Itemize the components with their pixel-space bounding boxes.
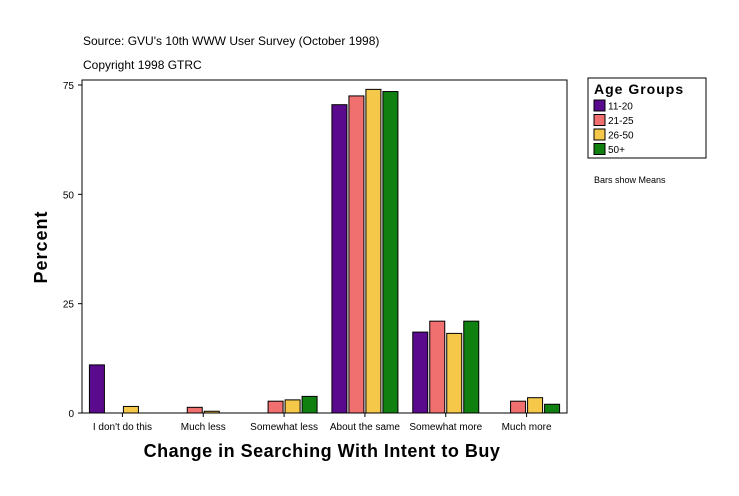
source-text: Source: GVU's 10th WWW User Survey (Octo… [83,34,379,48]
bar-11-20-0 [88,364,105,414]
bar-21-25-1 [186,406,203,414]
x-tick-label: Much less [181,422,226,433]
bar-50+-5 [544,403,561,414]
bar-21-25-5 [510,400,527,414]
x-tick-label: About the same [330,422,400,433]
legend-swatch [593,128,606,141]
legend-label: 50+ [608,145,625,156]
x-tick-label: I don't do this [93,422,152,433]
bar-26-50-1 [203,410,220,414]
legend-swatch [593,99,606,112]
x-tick-label: Somewhat less [250,422,318,433]
y-tick-label: 0 [68,409,74,420]
legend-label: 11-20 [608,102,633,113]
y-tick-label: 75 [63,81,75,92]
legend-label: 26-50 [608,131,634,142]
bars-group [88,88,561,414]
legend-swatch [593,143,606,155]
x-tick-label: Somewhat more [409,422,482,433]
bar-21-25-4 [429,320,446,414]
legend-label: 21-25 [608,116,634,127]
legend-swatch [593,114,606,126]
copyright-text: Copyright 1998 GTRC [83,58,202,72]
legend: Age Groups 11-20 21-25 26-50 50+ [587,77,707,159]
bar-21-25-2 [267,400,284,414]
legend-box [587,77,707,159]
bar-26-50-0 [122,405,139,414]
y-axis-label: Percent [31,210,51,283]
bar-26-50-3 [365,88,382,414]
x-tick-label: Much more [502,422,552,433]
bar-50+-4 [463,320,480,414]
x-axis-label: Change in Searching With Intent to Buy [144,441,501,461]
bar-26-50-2 [284,399,301,414]
y-tick-label: 25 [63,300,75,311]
bar-26-50-4 [446,332,463,414]
legend-title: Age Groups [594,81,684,97]
bar-26-50-5 [527,397,544,414]
bar-50+-2 [301,395,318,414]
bar-11-20-3 [331,104,348,414]
plot-area [81,79,568,414]
y-tick-label: 50 [63,190,75,201]
y-axis: 0 25 50 75 [63,81,82,420]
bar-21-25-3 [348,95,365,414]
bar-11-20-4 [412,331,429,414]
bars-note: Bars show Means [594,175,666,185]
x-axis: I don't do this Much less Somewhat less Abo… [93,413,552,433]
bar-50+-3 [382,91,399,414]
